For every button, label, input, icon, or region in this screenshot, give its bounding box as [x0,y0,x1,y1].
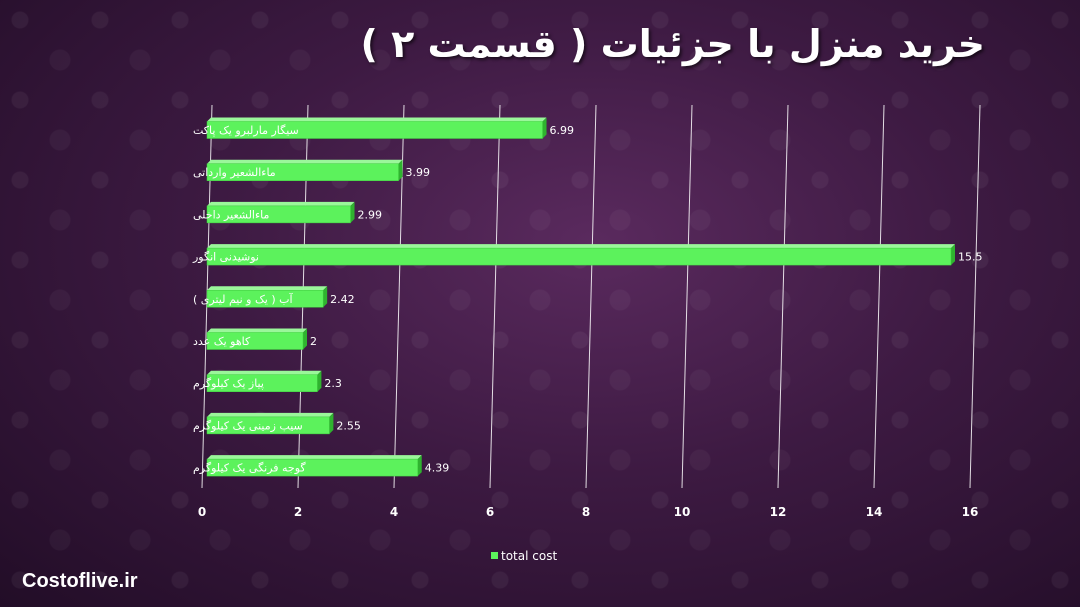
legend-swatch [491,552,498,559]
category-label: پیاز یک کیلوگرم [193,377,264,390]
x-tick-label: 8 [582,505,590,519]
category-label: کاهو یک عدد [193,335,251,348]
x-tick-label: 12 [770,505,787,519]
bar [206,117,547,139]
gridline-14 [873,104,885,489]
gridline-12 [777,104,789,489]
category-label: سیگار مارلبرو یک پاکت [193,124,299,137]
bar [206,244,955,266]
bar [206,412,334,435]
category-label: آب ( یک و نیم لیتری ) [193,292,294,306]
gridline-6 [489,104,501,489]
legend-label: total cost [501,549,557,563]
x-tick-label: 14 [866,505,883,519]
value-label: 2.99 [358,208,383,221]
page-title: خرید منزل با جزئیات ( قسمت ۲ ) [360,22,986,66]
category-label: ماءالشعیر وارداتی [193,166,276,179]
gridline-10 [681,104,693,489]
bar [206,455,422,477]
category-label: سیب زمینی یک کیلوگرم [193,419,303,432]
category-label: ماءالشعیر داخلی [193,208,270,221]
value-label: 15.5 [958,251,983,264]
x-tick-label: 0 [198,505,206,519]
gridline-8 [585,104,597,489]
value-label: 6.99 [550,124,575,137]
x-tick-label: 4 [390,505,398,519]
category-label: نوشیدنی انگور [192,251,259,264]
bar [206,159,403,181]
site-watermark: Costoflive.ir [22,570,138,592]
value-label: 3.99 [406,166,431,179]
value-label: 2.55 [336,419,361,432]
value-label: 2 [310,335,317,348]
x-tick-label: 16 [962,505,979,519]
x-tick-label: 10 [674,505,691,519]
x-tick-label: 6 [486,505,494,519]
bar [206,286,328,308]
value-label: 4.39 [425,462,450,475]
value-label: 2.42 [330,293,355,306]
x-tick-label: 2 [294,505,302,519]
bar [206,328,307,350]
bar [206,370,322,392]
value-label: 2.3 [324,377,342,390]
gridline-16 [969,104,981,489]
category-label: گوجه فرنگی یک کیلوگرم [193,462,306,475]
bar [206,201,355,224]
